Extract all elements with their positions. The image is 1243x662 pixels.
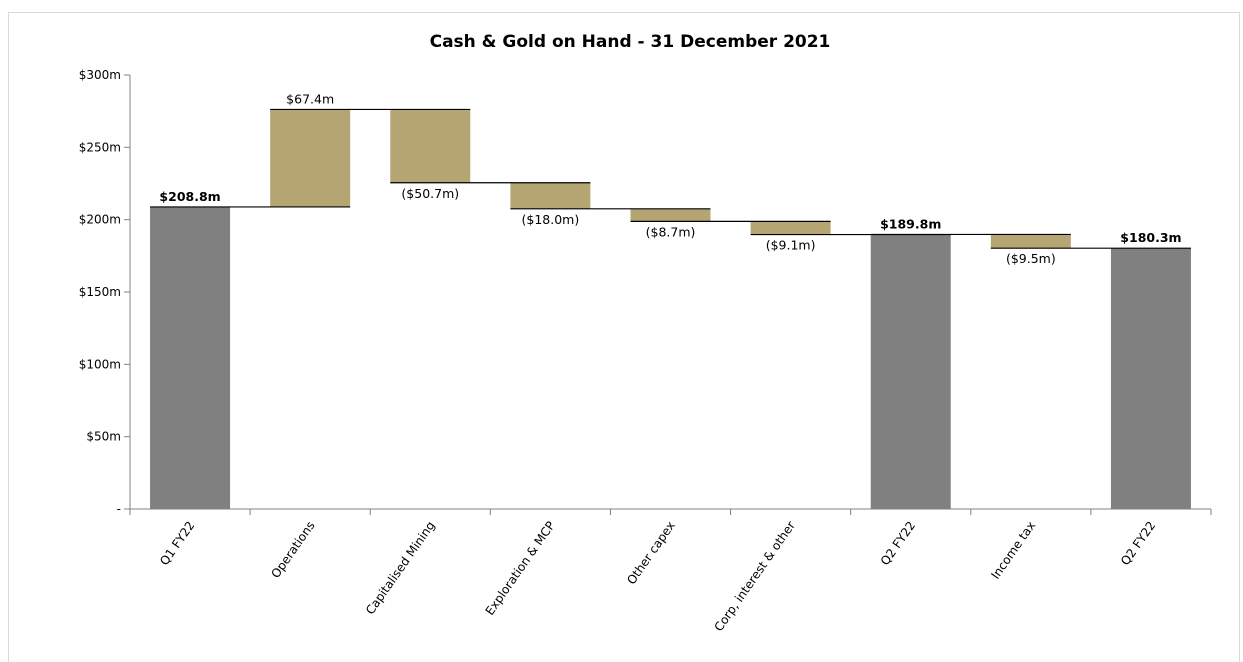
y-tick-label: - xyxy=(117,502,121,516)
chart-axes: - $50m $100m $150m $200m $250m $300m xyxy=(79,68,1212,516)
data-label: $189.8m xyxy=(880,216,941,231)
chart-x-ticks: Q1 FY22 Operations Capitalised Mining Explo… xyxy=(157,519,1158,634)
chart-title: Cash & Gold on Hand - 31 December 2021 xyxy=(430,32,831,52)
x-tick-label: Q2 FY22 xyxy=(878,519,918,568)
data-label: ($8.7m) xyxy=(646,224,696,239)
bar xyxy=(630,208,711,222)
x-tick-label: Corp, interest & other xyxy=(712,519,799,634)
bar xyxy=(750,221,831,235)
x-tick-label: Exploration & MCP xyxy=(483,519,558,618)
bar xyxy=(270,109,351,207)
y-tick-label: $100m xyxy=(79,357,121,371)
data-label: ($50.7m) xyxy=(401,186,459,201)
chart-connectors xyxy=(150,108,1191,249)
x-tick-label: Capitalised Mining xyxy=(363,519,438,617)
x-tick-label: Q1 FY22 xyxy=(157,519,197,568)
bar xyxy=(1110,248,1191,509)
x-tick-label: Operations xyxy=(268,519,317,581)
y-tick-label: $200m xyxy=(79,213,121,227)
chart-frame xyxy=(8,12,1240,662)
x-tick-label: Other capex xyxy=(624,519,678,587)
bar xyxy=(990,234,1071,249)
y-tick-label: $250m xyxy=(79,140,121,154)
y-tick-label: $150m xyxy=(79,285,121,299)
data-label: $67.4m xyxy=(286,91,334,106)
bar xyxy=(390,109,471,183)
data-label: ($18.0m) xyxy=(522,212,580,227)
y-tick-label: $300m xyxy=(79,68,121,82)
y-tick-label: $50m xyxy=(86,430,121,444)
bar xyxy=(870,234,951,509)
data-label: ($9.5m) xyxy=(1006,251,1056,266)
chart-bars xyxy=(150,109,1191,509)
bar xyxy=(150,206,231,509)
data-label: $180.3m xyxy=(1120,230,1181,245)
bar xyxy=(510,182,591,209)
x-tick-label: Income tax xyxy=(988,519,1038,582)
chart-data-labels: $208.8m $67.4m ($50.7m) ($18.0m) ($8.7m) ($9.… xyxy=(159,91,1181,266)
x-tick-label: Q2 FY22 xyxy=(1118,519,1158,568)
data-label: ($9.1m) xyxy=(766,238,816,253)
data-label: $208.8m xyxy=(159,189,220,204)
